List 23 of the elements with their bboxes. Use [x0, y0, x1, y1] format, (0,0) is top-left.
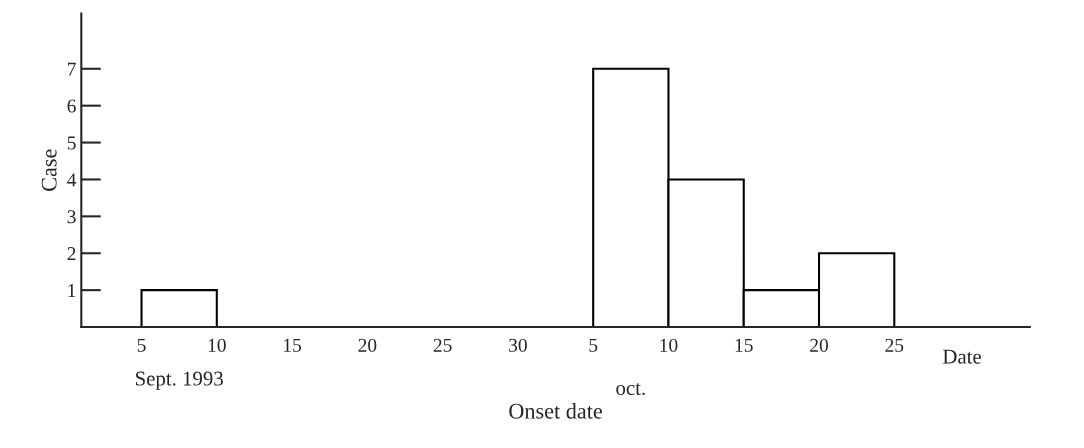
x-tick-label: 10 — [660, 338, 678, 352]
x-tick-label: 5 — [137, 338, 146, 352]
y-tick-label: 3 — [67, 210, 76, 224]
y-tick-label: 5 — [67, 136, 76, 150]
x-tick-label: 25 — [433, 338, 452, 352]
y-tick-label: 7 — [68, 62, 76, 76]
y-tick-label: 1 — [68, 284, 76, 297]
x-tick-label: 15 — [284, 338, 302, 352]
x-tick-label: 5 — [589, 338, 598, 352]
text: Date — [942, 349, 981, 364]
x-tick-label: 25 — [885, 338, 904, 352]
text: Sept. 1993 — [135, 371, 223, 390]
x-tick-label: 20 — [358, 338, 377, 352]
x-tick-label: 10 — [208, 338, 226, 352]
y-tick-label: 2 — [67, 247, 76, 260]
x-axis-title: Onset date — [509, 403, 602, 419]
text: oct. — [616, 383, 645, 396]
x-tick-label: 30 — [509, 338, 527, 352]
x-tick-label: 20 — [810, 338, 828, 352]
y-tick-label: 4 — [67, 173, 77, 187]
x-tick-label: 15 — [735, 338, 753, 352]
y-axis-title: Case — [41, 149, 57, 191]
y-tick-label: 6 — [67, 99, 76, 113]
